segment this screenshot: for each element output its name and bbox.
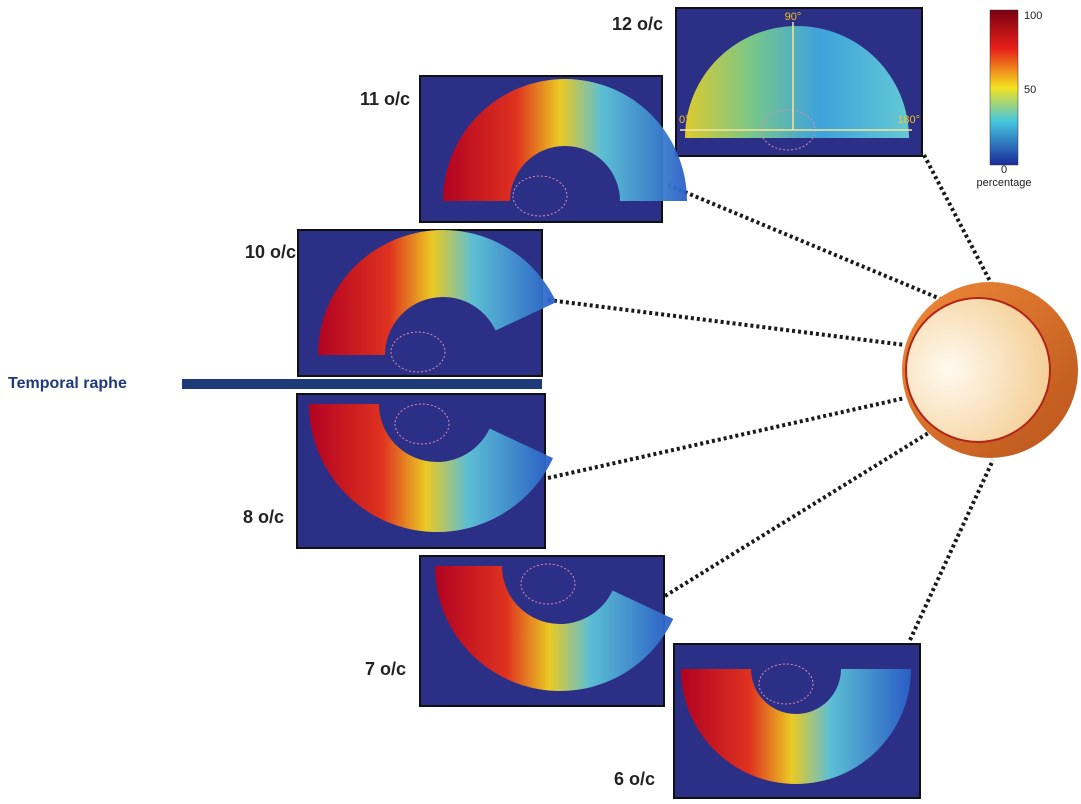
colorbar-tick: 0 — [1001, 164, 1007, 176]
angle-label: 0° — [679, 114, 690, 126]
colorbar: 100 50 0 percentage — [976, 10, 1042, 189]
panel-label: 6 o/c — [614, 769, 655, 789]
panel-label: 12 o/c — [612, 14, 663, 34]
heatmap-panel: 11 o/c — [360, 76, 687, 222]
raphe-label: Temporal raphe — [8, 375, 127, 392]
temporal-raphe: Temporal raphe — [8, 375, 542, 392]
colorbar-tick: 100 — [1024, 10, 1042, 22]
panel-label: 11 o/c — [360, 89, 410, 109]
figure: 12 o/c 11 o/c 10 o/c 8 o/c 7 o/c 6 o/c 90° 0° 18… — [0, 0, 1081, 804]
colorbar-label: percentage — [976, 177, 1031, 189]
angle-label: 90° — [785, 11, 802, 23]
panel-label: 7 o/c — [365, 659, 406, 679]
heatmap-panel: 7 o/c — [365, 556, 673, 706]
panel-label: 8 o/c — [243, 507, 284, 527]
heatmap-panel: 8 o/c — [243, 394, 553, 548]
eye-circle — [902, 282, 1078, 458]
colorbar-tick: 50 — [1024, 84, 1036, 96]
heatmap-panel: 10 o/c — [245, 230, 556, 376]
panel-label: 10 o/c — [245, 242, 296, 262]
angle-label: 180° — [897, 114, 920, 126]
